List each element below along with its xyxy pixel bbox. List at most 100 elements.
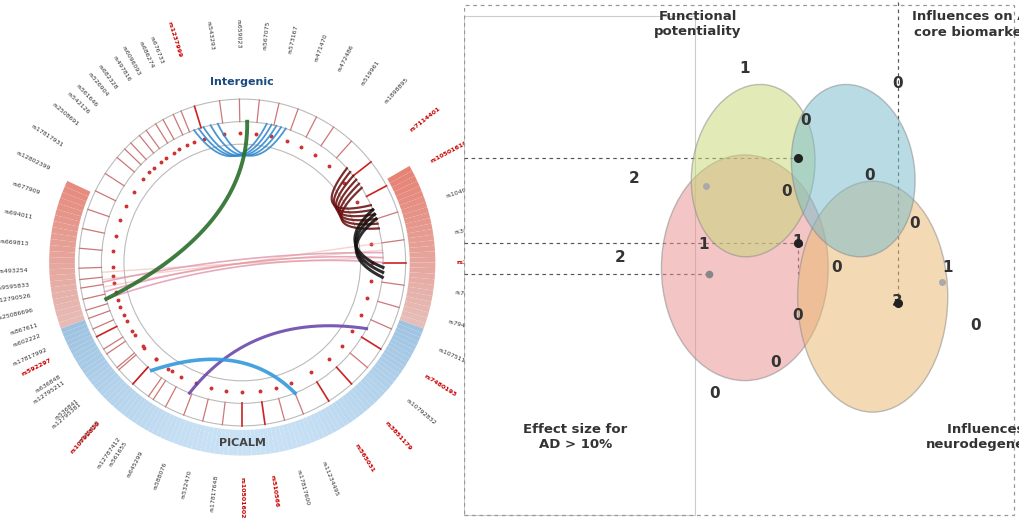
Wedge shape <box>209 426 218 455</box>
Wedge shape <box>388 338 415 355</box>
Ellipse shape <box>797 181 947 412</box>
Wedge shape <box>87 362 111 383</box>
Wedge shape <box>135 401 154 427</box>
Text: rs12795211: rs12795211 <box>33 380 66 405</box>
Wedge shape <box>246 428 252 457</box>
Wedge shape <box>50 289 79 300</box>
Wedge shape <box>84 359 109 379</box>
Wedge shape <box>232 428 238 457</box>
Wedge shape <box>386 342 413 359</box>
Text: rs17817600: rs17817600 <box>294 469 310 506</box>
Text: 0: 0 <box>892 77 902 91</box>
Wedge shape <box>343 391 365 416</box>
Wedge shape <box>90 365 114 386</box>
Text: rs12802399: rs12802399 <box>15 150 51 171</box>
Wedge shape <box>309 413 325 440</box>
Wedge shape <box>330 401 350 427</box>
Text: rs602222: rs602222 <box>12 333 42 348</box>
Wedge shape <box>59 319 88 333</box>
Text: rs519961: rs519961 <box>360 59 380 87</box>
Wedge shape <box>51 221 79 232</box>
Wedge shape <box>49 233 77 242</box>
Text: rs636848: rs636848 <box>35 374 62 394</box>
Wedge shape <box>408 246 436 253</box>
Text: 0: 0 <box>781 184 791 199</box>
Wedge shape <box>298 418 312 446</box>
Wedge shape <box>405 223 433 234</box>
Wedge shape <box>181 421 194 448</box>
Ellipse shape <box>791 85 914 257</box>
Text: rs497816: rs497816 <box>111 55 130 82</box>
Text: rs682328: rs682328 <box>97 64 118 91</box>
Wedge shape <box>218 427 226 456</box>
Wedge shape <box>250 428 256 457</box>
Wedge shape <box>373 362 397 383</box>
Wedge shape <box>320 407 337 434</box>
Text: rs11234495: rs11234495 <box>320 460 338 497</box>
Wedge shape <box>119 391 141 416</box>
Text: rs2888903: rs2888903 <box>455 260 493 265</box>
Text: 0: 0 <box>800 113 810 128</box>
Text: rs867611: rs867611 <box>9 323 39 336</box>
Wedge shape <box>391 331 419 346</box>
Bar <box>464 16 697 514</box>
Text: rs3844143: rs3844143 <box>453 226 487 235</box>
Wedge shape <box>404 296 432 307</box>
Wedge shape <box>71 342 98 359</box>
Wedge shape <box>375 359 400 379</box>
Text: 0: 0 <box>864 169 874 183</box>
Wedge shape <box>408 272 436 279</box>
Wedge shape <box>403 212 431 224</box>
Wedge shape <box>278 424 289 452</box>
Wedge shape <box>403 301 431 313</box>
Text: rs10792820: rs10792820 <box>69 420 101 454</box>
Wedge shape <box>130 398 150 424</box>
Wedge shape <box>172 418 186 446</box>
Wedge shape <box>401 306 430 318</box>
Wedge shape <box>115 388 138 413</box>
Wedge shape <box>123 394 144 419</box>
Wedge shape <box>258 427 266 456</box>
Wedge shape <box>365 372 388 394</box>
Text: 1: 1 <box>739 61 749 76</box>
Text: rs532470: rs532470 <box>180 470 193 500</box>
Wedge shape <box>306 415 320 442</box>
Wedge shape <box>65 331 93 346</box>
Ellipse shape <box>691 85 814 257</box>
Wedge shape <box>49 279 77 288</box>
Wedge shape <box>48 251 76 258</box>
Wedge shape <box>57 197 86 212</box>
Text: rs541458: rs541458 <box>77 420 101 445</box>
Wedge shape <box>399 310 428 323</box>
Text: 0: 0 <box>908 216 919 230</box>
Text: rs645299: rs645299 <box>125 450 144 479</box>
Wedge shape <box>48 257 76 263</box>
Wedge shape <box>362 374 385 397</box>
Wedge shape <box>396 319 425 333</box>
Text: rs10501610: rs10501610 <box>430 140 469 164</box>
Text: rs592297: rs592297 <box>20 358 53 377</box>
Wedge shape <box>405 291 433 302</box>
Wedge shape <box>290 421 303 448</box>
Text: rs472486: rs472486 <box>337 44 355 73</box>
Text: 0: 0 <box>830 260 841 275</box>
Wedge shape <box>334 398 354 424</box>
Wedge shape <box>390 334 417 351</box>
Wedge shape <box>61 186 90 202</box>
Text: rs471470: rs471470 <box>313 33 328 62</box>
Wedge shape <box>407 277 435 285</box>
Text: rs12790526: rs12790526 <box>0 293 32 304</box>
Wedge shape <box>404 218 432 229</box>
Text: 0: 0 <box>708 386 718 401</box>
Ellipse shape <box>660 155 827 381</box>
Wedge shape <box>243 428 247 457</box>
Text: rs567075: rs567075 <box>262 20 270 50</box>
Text: rs10494560: rs10494560 <box>444 183 482 199</box>
Wedge shape <box>48 263 76 269</box>
Wedge shape <box>49 239 77 247</box>
Wedge shape <box>67 334 94 351</box>
Text: PICALM: PICALM <box>219 438 265 448</box>
Text: rs7110631: rs7110631 <box>453 290 487 299</box>
Wedge shape <box>398 196 426 210</box>
Wedge shape <box>159 413 175 440</box>
